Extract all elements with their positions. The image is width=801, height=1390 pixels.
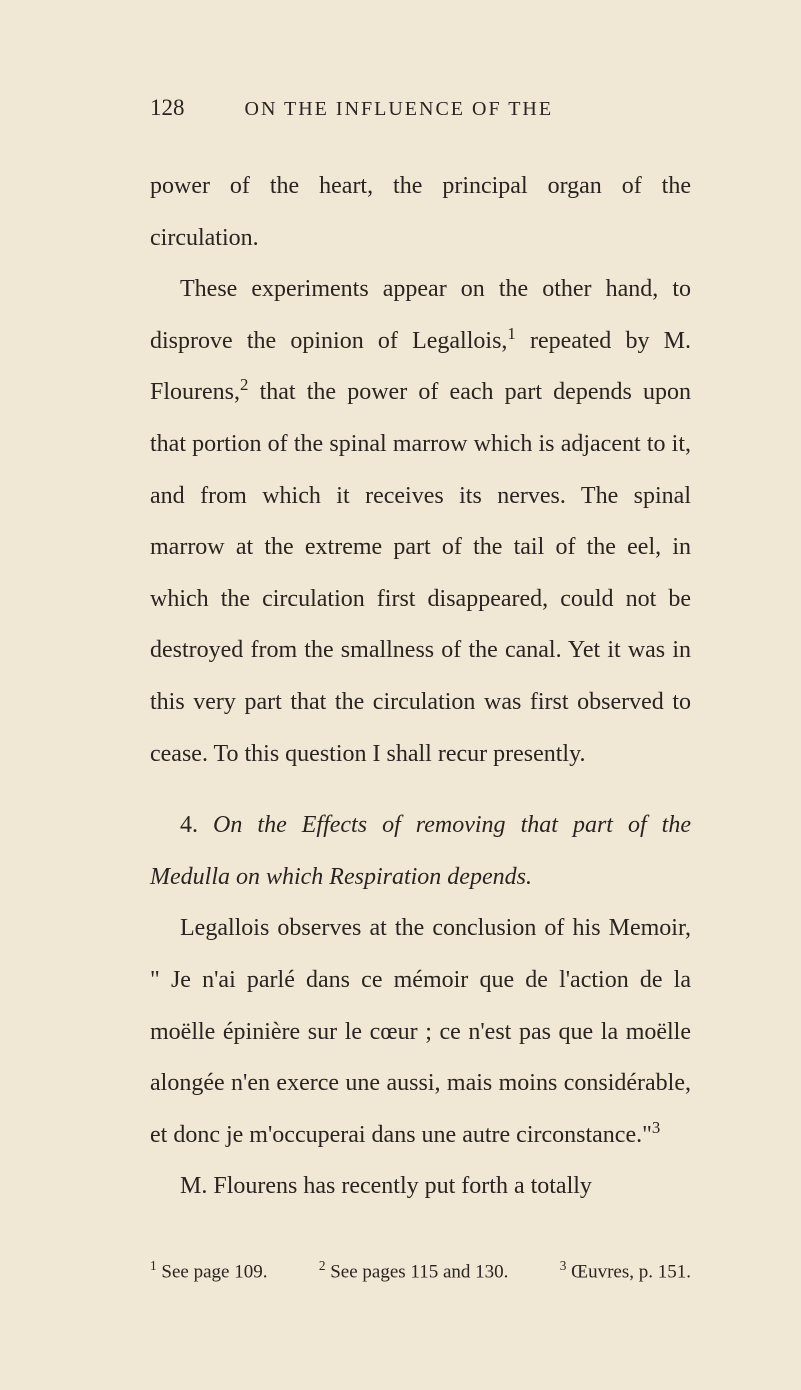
section-heading: 4. On the Effects of removing that part … [150,800,691,903]
footnote-1-text: See page 109. [157,1261,268,1282]
body-text: power of the heart, the principal organ … [150,161,691,1283]
section-number: 4. [180,812,213,838]
footnote-ref-3: 3 [652,1118,660,1137]
page-header: 128 ON THE INFLUENCE OF THE [150,95,691,121]
footnote-3-text: Œuvres, p. 151. [566,1261,691,1282]
p3-text: Legallois observes at the conclusion of … [150,915,691,1147]
footnote-ref-1: 1 [507,324,515,343]
paragraph-2: These experiments appear on the other ha… [150,264,691,780]
section-title: On the Effects of removing that part of … [150,812,691,890]
paragraph-1: power of the heart, the principal organ … [150,161,691,264]
page-container: 128 ON THE INFLUENCE OF THE power of the… [0,0,801,1383]
footnote-2-text: See pages 115 and 130. [325,1261,508,1282]
running-title: ON THE INFLUENCE OF THE [245,98,554,121]
paragraph-3: Legallois observes at the conclusion of … [150,903,691,1161]
page-number: 128 [150,95,185,121]
p2-text-c: that the power of each part depends upon… [150,379,691,766]
footnotes-section: 1 See page 109. 2 See pages 115 and 130.… [150,1258,691,1283]
footnote-1-sup: 1 [150,1258,157,1273]
paragraph-4: M. Flourens has recently put forth a tot… [150,1161,691,1213]
footnote-2: 2 See pages 115 and 130. [319,1258,509,1283]
footnote-1: 1 See page 109. [150,1258,267,1283]
footnote-3: 3 Œuvres, p. 151. [560,1258,691,1283]
